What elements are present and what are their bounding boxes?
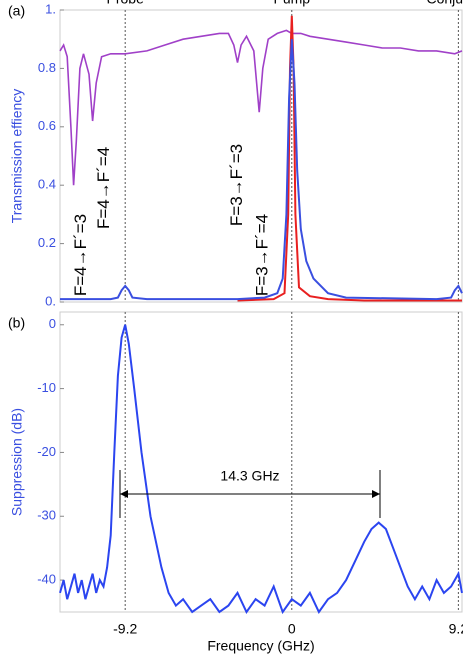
series-line: [59, 29, 463, 186]
annotation: F=4→F´=4: [94, 147, 113, 229]
panel-label: (b): [8, 315, 25, 331]
annotation: F=3→F´=3: [227, 144, 246, 226]
y-tick-label: -20: [37, 444, 56, 459]
y-tick-label: 0.8: [38, 60, 56, 75]
annotation: F=3→F´=4: [252, 214, 271, 296]
y-tick-label: -40: [37, 572, 56, 587]
y-tick-label: 0.4: [38, 177, 56, 192]
y-tick-label: 1.: [45, 1, 56, 16]
y-tick-label: -30: [37, 508, 56, 523]
marker-label: Probe: [107, 0, 145, 7]
y-tick-label: -10: [37, 380, 56, 395]
y-axis-label: Suppression (dB): [9, 408, 25, 516]
marker-label: Conjugate: [426, 0, 463, 7]
panel-label: (a): [8, 3, 25, 19]
series-line: [60, 39, 463, 301]
y-tick-label: 0: [49, 316, 56, 331]
y-tick-label: 0.: [45, 293, 56, 308]
x-tick-label: 9.2: [449, 621, 463, 637]
plot-frame: [59, 9, 463, 303]
x-tick-label: 0: [288, 621, 296, 637]
marker-label: Pump: [273, 0, 310, 7]
x-axis-label: Frequency (GHz): [207, 638, 314, 654]
y-tick-label: 0.2: [38, 235, 56, 250]
y-axis-label: Transmission effiency: [9, 89, 25, 224]
x-tick-label: -9.2: [113, 621, 137, 637]
y-tick-label: 0.6: [38, 118, 56, 133]
series-line: [59, 324, 463, 615]
annotation: 14.3 GHz: [220, 468, 279, 484]
plot-frame: [59, 311, 463, 613]
annotation: F=4→F´=3: [71, 214, 90, 296]
